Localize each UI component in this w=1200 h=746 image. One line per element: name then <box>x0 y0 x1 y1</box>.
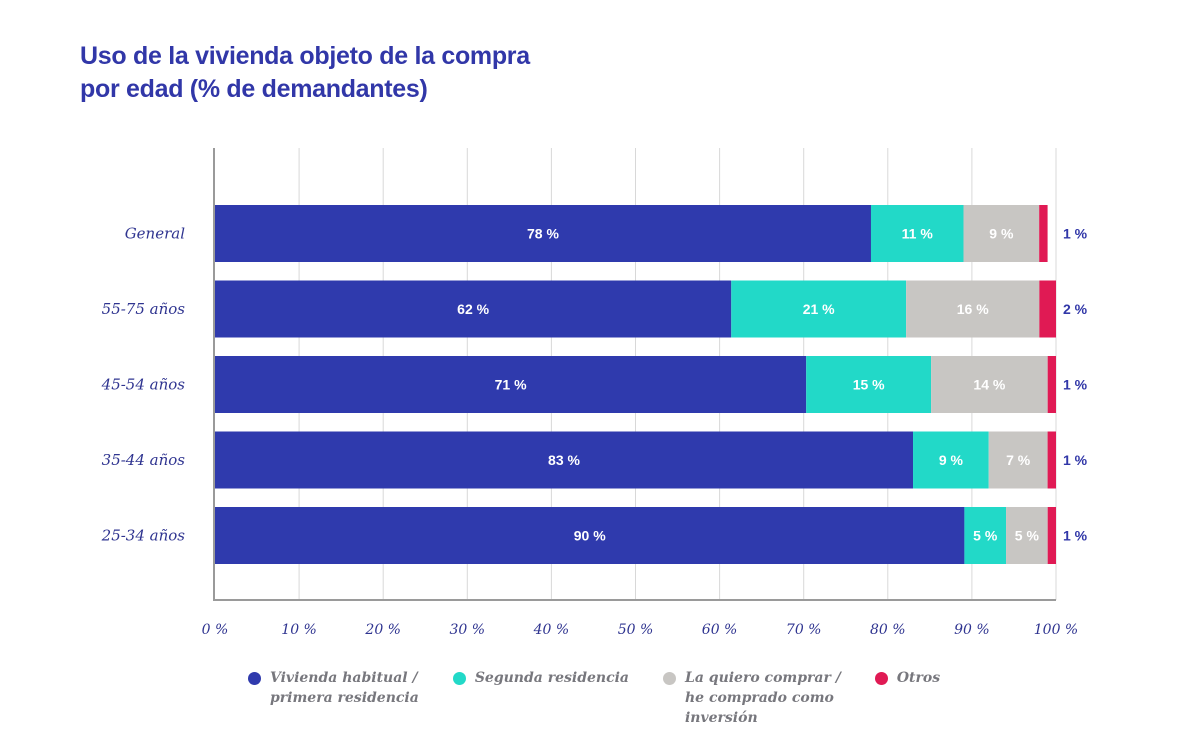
legend-item-segunda: Segunda residencia <box>452 668 629 728</box>
stacked-bar-chart: 0 % 10 % 20 % 30 % 40 % 50 % 60 % 70 % 80 % 90 % 1… <box>101 148 1088 638</box>
bar-segment <box>1047 356 1056 413</box>
bar-segment <box>1039 280 1056 338</box>
data-label: 78 % <box>527 226 559 242</box>
data-label: 83 % <box>548 452 580 468</box>
bar-segment <box>215 205 871 262</box>
legend-label-segunda: Segunda residencia <box>474 670 629 686</box>
chart-title-line-2: por edad (% de demandantes) <box>80 75 428 103</box>
data-label: 1 % <box>1063 452 1088 468</box>
chart-title-line-1: Uso de la vivienda objeto de la compra <box>80 42 530 70</box>
x-tick-label: 10 % <box>281 622 317 638</box>
data-label: 7 % <box>1006 452 1031 468</box>
bar-segment <box>215 356 807 413</box>
bar-segment <box>913 431 989 489</box>
x-tick-label: 20 % <box>364 622 401 638</box>
data-label: 2 % <box>1063 301 1088 317</box>
bar-segment <box>1039 205 1048 262</box>
data-label: 14 % <box>973 377 1005 393</box>
bar-segment <box>731 280 907 338</box>
x-tick-label: 30 % <box>450 622 486 638</box>
x-tick-label: 60 % <box>702 622 738 638</box>
legend-label-otros: Otros <box>896 670 941 686</box>
x-tick-label: 80 % <box>870 622 906 638</box>
legend-swatch-segunda <box>452 672 466 685</box>
data-label: 5 % <box>1015 528 1040 544</box>
x-tick-label: 40 % <box>533 622 570 638</box>
data-label: 15 % <box>853 377 885 393</box>
legend-item-inversion: La quiero comprar / he comprado como inv… <box>662 668 841 728</box>
bar-segment <box>806 356 932 413</box>
data-label: 16 % <box>957 301 989 317</box>
category-label: 25-34 años <box>101 527 186 545</box>
legend-item-vivienda: Vivienda habitual / primera residencia <box>248 668 419 728</box>
bar-segment <box>964 507 1007 564</box>
data-label: 1 % <box>1063 226 1088 242</box>
legend-label-inversion: La quiero comprar / he comprado como inv… <box>684 670 841 726</box>
bar-segment <box>215 507 965 564</box>
category-label: 45-54 años <box>101 376 186 394</box>
bar-segment <box>1047 431 1056 489</box>
x-tick-label: 50 % <box>618 622 654 638</box>
legend-swatch-vivienda <box>248 672 261 685</box>
data-label: 1 % <box>1063 528 1088 544</box>
data-label: 5 % <box>973 528 998 544</box>
legend-item-otros: Otros <box>874 668 941 728</box>
bar-segment <box>963 205 1040 262</box>
data-label: 62 % <box>457 301 489 317</box>
legend-swatch-inversion <box>662 672 676 685</box>
data-label: 71 % <box>495 377 527 393</box>
x-tick-label: 0 % <box>202 622 229 638</box>
bar-segment <box>215 431 914 489</box>
bar-segment <box>1006 507 1048 564</box>
x-tick-label: 100 % <box>1034 622 1078 638</box>
legend-swatch-otros <box>874 672 888 685</box>
category-label: 55-75 años <box>102 300 186 318</box>
chart-legend: Vivienda habitual / primera residencia S… <box>248 668 974 728</box>
data-label: 21 % <box>803 301 835 317</box>
data-label: 11 % <box>902 226 934 242</box>
data-label: 90 % <box>574 528 606 544</box>
x-tick-label: 90 % <box>954 622 990 638</box>
bar-segment <box>1047 507 1056 564</box>
category-label: 35-44 años <box>102 451 186 469</box>
chart-title: Uso de la vivienda objeto de la compra p… <box>80 40 640 106</box>
bar-segment <box>906 280 1040 338</box>
legend-label-vivienda: Vivienda habitual / primera residencia <box>270 670 419 706</box>
data-label: 9 % <box>939 452 964 468</box>
bar-segment <box>931 356 1048 413</box>
data-label: 1 % <box>1063 377 1088 393</box>
x-tick-label: 70 % <box>786 622 822 638</box>
category-label: General <box>125 225 186 243</box>
bar-segment <box>988 431 1048 489</box>
bar-segment <box>870 205 964 262</box>
data-label: 9 % <box>989 226 1014 242</box>
bar-segment <box>215 280 732 338</box>
